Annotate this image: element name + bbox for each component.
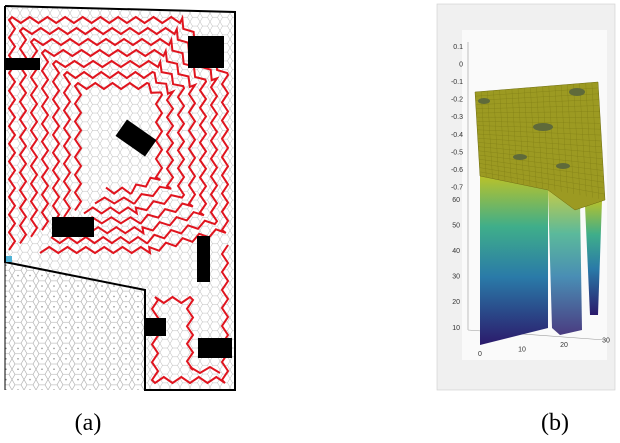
- figure: 0.1 0 -0.1 -0.2 -0.3 -0.4 -0.5 -0.6 -0.7 60 50 40 30…: [0, 0, 620, 443]
- z-tick-label: 0: [459, 61, 463, 68]
- y-tick-label: 40: [452, 248, 460, 255]
- surface-front: [480, 176, 548, 345]
- y-tick-label: 20: [452, 299, 460, 306]
- y-tick-label: 60: [452, 197, 460, 204]
- z-tick-label: -0.7: [451, 185, 463, 192]
- x-tick-label: 30: [602, 337, 610, 344]
- x-tick-label: 10: [518, 346, 526, 353]
- z-tick-label: -0.5: [451, 149, 463, 156]
- z-tick-label: 0.1: [453, 44, 463, 51]
- panel-a: [5, 6, 235, 390]
- caption: (a): [75, 410, 102, 436]
- y-tick-label: 30: [452, 274, 460, 281]
- surface-side: [548, 190, 582, 335]
- y-tick-label: 10: [452, 325, 460, 332]
- x-tick-label: 20: [560, 342, 568, 349]
- start-marker: [6, 256, 12, 262]
- z-tick-label: -0.3: [451, 114, 463, 121]
- z-tick-label: -0.1: [451, 79, 463, 86]
- z-tick-label: -0.2: [451, 97, 463, 104]
- panel-b: 0.1 0 -0.1 -0.2 -0.3 -0.4 -0.5 -0.6 -0.7 60 50 40 30…: [437, 4, 615, 390]
- z-tick-label: -0.4: [451, 132, 463, 139]
- y-tick-label: 50: [452, 222, 460, 229]
- x-tick-label: 0: [478, 351, 482, 358]
- z-tick-label: -0.6: [451, 167, 463, 174]
- caption: (b): [541, 410, 569, 436]
